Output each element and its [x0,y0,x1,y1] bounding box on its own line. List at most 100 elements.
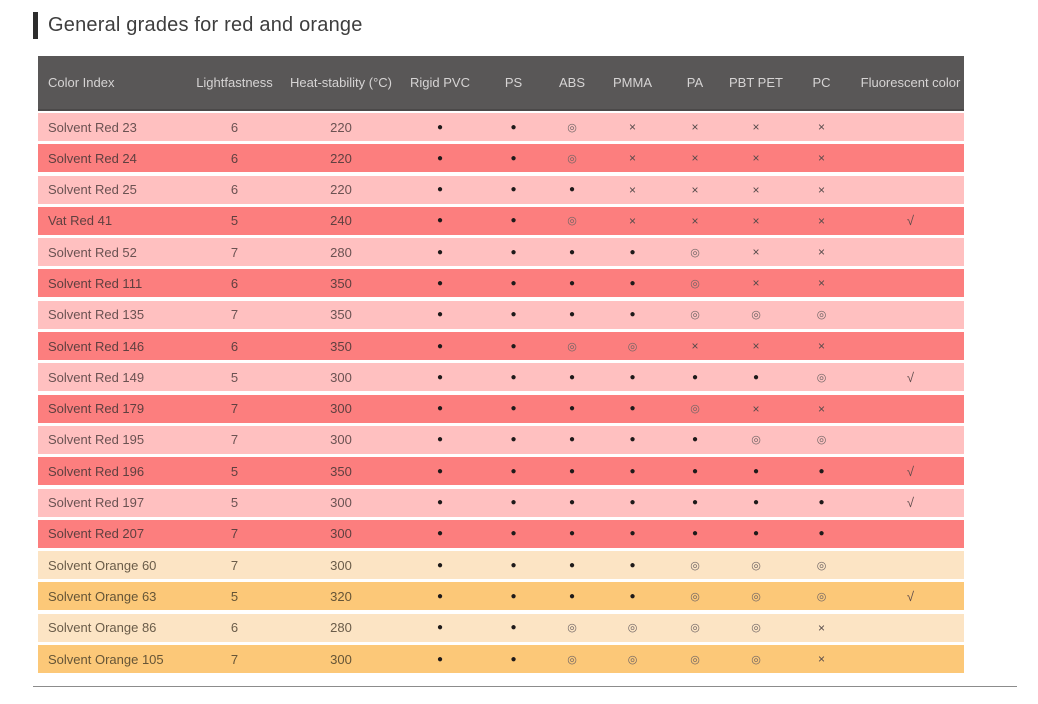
cell-grade-pa: ◎ [690,403,700,416]
column-header-pbt-pet: PBT PET [729,75,783,90]
cell-grade-pc: ● [818,528,825,540]
table-row-solvent-red-196: Solvent Red 196 5 350 ● ● ● ● ● ● ● √ [38,457,964,486]
cell-grade-pa: × [691,151,699,166]
cell-grade-ps: ● [510,465,517,477]
cell-grade-abs: ◎ [567,340,577,353]
table-row-solvent-red-146: Solvent Red 146 6 350 ● ● ◎ ◎ × × × [38,332,964,361]
cell-grade-pc: × [817,245,825,260]
cell-lightfastness: 6 [230,338,239,354]
cell-grade-pa: ◎ [690,277,700,290]
cell-grade-pa: ● [691,465,699,477]
cell-grade-pc: × [817,151,825,166]
cell-grade-pa: ● [691,434,699,446]
page-header: General grades for red and orange [33,10,1038,40]
cell-grade-abs: ● [568,309,576,321]
cell-grade-rigid-pvc: ● [436,184,444,196]
cell-grade-pmma: ● [629,371,636,383]
cell-grade-pbt-pet: ◎ [751,309,761,322]
cell-fluorescent [857,176,964,204]
table-row-solvent-red-24: Solvent Red 24 6 220 ● ● ◎ × × × × [38,144,964,173]
column-header-ps: PS [504,75,523,90]
cell-grade-abs: ◎ [567,622,577,635]
cell-grade-pbt-pet: ◎ [751,590,761,603]
column-header-pmma: PMMA [613,75,652,90]
cell-color-index: Solvent Orange 86 [48,620,157,636]
cell-grade-pbt-pet: × [752,182,760,197]
cell-grade-pbt-pet: ◎ [751,559,761,572]
cell-grade-pmma: × [628,151,636,166]
cell-grade-ps: ● [510,528,517,540]
cell-grade-rigid-pvc: ● [436,653,444,665]
cell-color-index: Vat Red 41 [48,213,113,229]
cell-grade-pc: × [817,120,825,134]
cell-grade-pmma: × [628,120,636,134]
cell-grade-abs: ◎ [567,653,577,666]
cell-fluorescent [857,144,964,172]
cell-color-index: Solvent Orange 60 [48,557,157,573]
cell-color-index: Solvent Red 149 [48,369,145,385]
cell-grade-pa: ◎ [690,309,700,322]
cell-heat-stability: 300 [330,401,352,417]
cell-grade-ps: ● [510,434,517,446]
cell-grade-abs: ● [568,434,576,446]
cell-grade-pa: × [691,339,699,354]
cell-grade-abs: ● [568,465,576,477]
column-header-abs: ABS [558,75,585,90]
cell-grade-ps: ● [510,371,517,383]
cell-grade-abs: ● [568,184,576,196]
cell-grade-pc: ◎ [816,309,827,322]
cell-color-index: Solvent Red 52 [48,244,137,260]
cell-fluorescent [857,551,964,579]
cell-grade-pmma: ◎ [627,340,638,353]
table-row-solvent-orange-63: Solvent Orange 63 5 320 ● ● ● ● ◎ ◎ ◎ √ [38,582,964,611]
cell-heat-stability: 280 [330,244,352,260]
cell-fluorescent [857,645,964,673]
cell-grade-pc: × [817,276,825,291]
cell-heat-stability: 300 [330,432,352,448]
cell-fluorescent: √ [906,495,915,511]
cell-grade-pc: ◎ [816,371,827,384]
cell-fluorescent [857,614,964,642]
cell-heat-stability: 220 [330,150,352,166]
cell-grade-ps: ● [510,559,517,571]
column-header-fluorescent-color: Fluorescent color [860,75,961,90]
cell-grade-pc: × [817,213,825,228]
cell-grade-abs: ◎ [567,215,577,228]
cell-grade-rigid-pvc: ● [436,121,444,133]
cell-fluorescent [857,395,964,423]
cell-grade-pmma: × [628,182,636,197]
cell-heat-stability: 300 [330,369,352,385]
column-header-lightfastness: Lightfastness [196,75,273,90]
cell-grade-abs: ◎ [567,121,577,134]
cell-color-index: Solvent Red 25 [48,182,137,198]
cell-grade-rigid-pvc: ● [436,340,444,352]
cell-grade-pc: ● [818,465,825,477]
cell-grade-pbt-pet: × [752,339,760,354]
table-row-vat-red-41: Vat Red 41 5 240 ● ● ◎ × × × × √ [38,206,964,235]
cell-grade-pc: × [817,182,825,197]
cell-heat-stability: 300 [330,526,352,542]
cell-lightfastness: 5 [230,213,239,229]
cell-fluorescent: √ [906,369,915,385]
table-row-solvent-red-179: Solvent Red 179 7 300 ● ● ● ● ◎ × × [38,394,964,423]
cell-grade-pa: ◎ [690,559,700,572]
cell-heat-stability: 350 [330,338,352,354]
cell-lightfastness: 5 [230,463,239,479]
cell-grade-pa: ● [691,371,699,383]
cell-grade-ps: ● [510,653,517,665]
cell-fluorescent [857,269,964,297]
cell-fluorescent: √ [906,463,915,479]
cell-heat-stability: 300 [330,557,352,573]
cell-grade-pc: ◎ [816,434,827,447]
cell-grade-pa: × [691,120,699,134]
cell-grade-ps: ● [510,622,517,634]
cell-grade-ps: ● [510,309,517,321]
cell-grade-pbt-pet: ◎ [751,622,761,635]
table-row-solvent-red-111: Solvent Red 111 6 350 ● ● ● ● ◎ × × [38,269,964,298]
table-row-solvent-red-197: Solvent Red 197 5 300 ● ● ● ● ● ● ● √ [38,488,964,517]
cell-color-index: Solvent Orange 105 [48,651,164,667]
table-row-solvent-red-25: Solvent Red 25 6 220 ● ● ● × × × × [38,175,964,204]
cell-lightfastness: 6 [230,620,239,636]
cell-grade-pmma: × [628,213,636,228]
